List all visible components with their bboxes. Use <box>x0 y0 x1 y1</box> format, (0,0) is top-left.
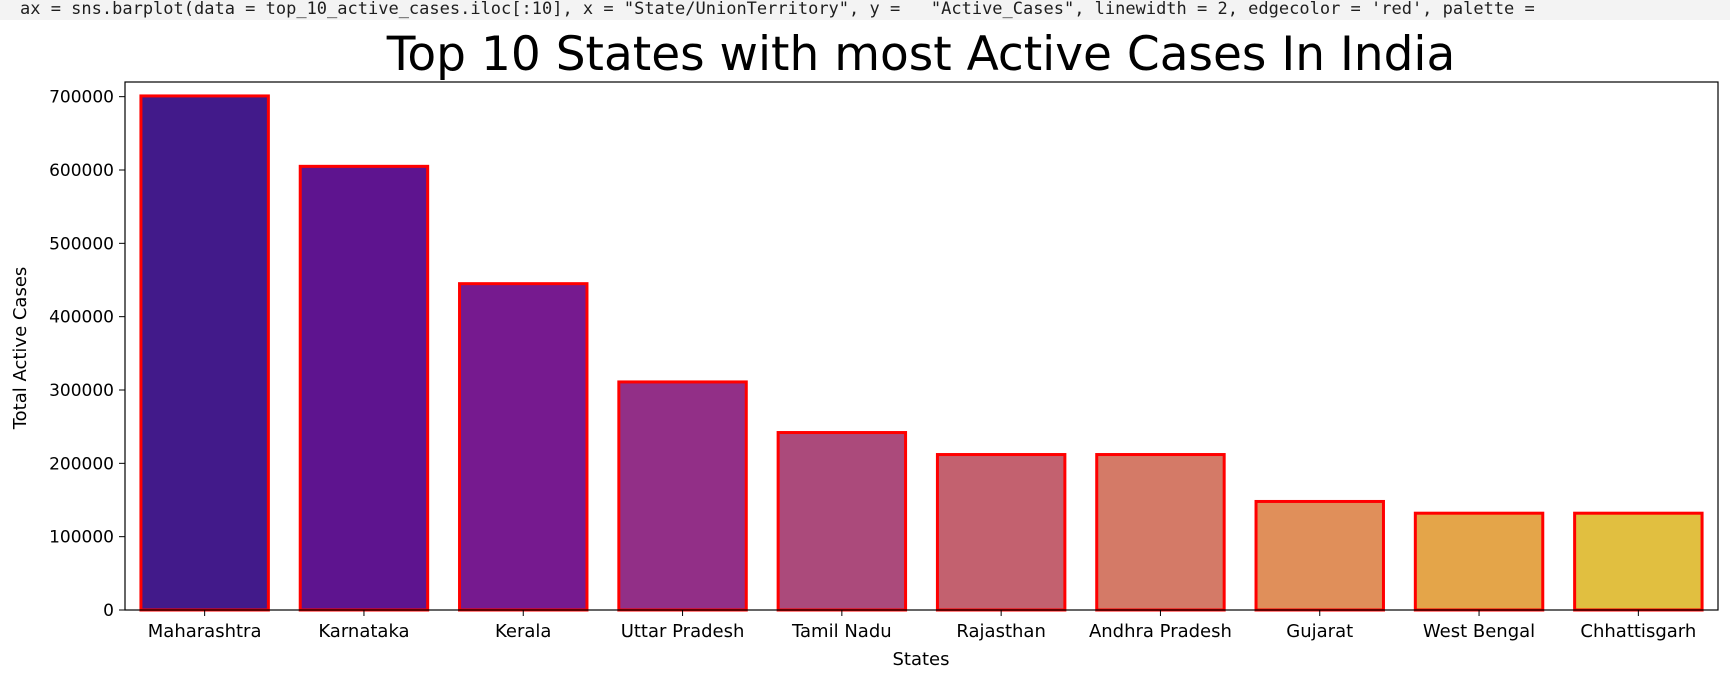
bar <box>776 431 908 612</box>
y-tick-label: 500000 <box>49 234 114 254</box>
bar-chart: Top 10 States with most Active Cases In … <box>10 27 1719 670</box>
bar <box>1573 511 1704 612</box>
y-tick-label: 600000 <box>49 161 114 181</box>
bar <box>139 94 270 612</box>
plot-frame <box>124 81 1719 611</box>
y-tick-label: 400000 <box>49 308 114 328</box>
x-axis-label: States <box>892 649 949 670</box>
y-tick-label: 200000 <box>49 454 114 474</box>
y-tick-label: 300000 <box>49 381 114 401</box>
y-axis-label: Total Active Cases <box>10 267 31 431</box>
x-tick-label: Andhra Pradesh <box>1089 621 1232 642</box>
bar <box>298 164 430 612</box>
y-tick-label: 700000 <box>49 88 114 108</box>
x-tick-label: Gujarat <box>1286 621 1353 642</box>
x-tick-label: Uttar Pradesh <box>621 621 745 642</box>
y-tick-label: 0 <box>103 601 114 621</box>
bar <box>1413 511 1545 612</box>
x-tick-label: Tamil Nadu <box>791 621 892 642</box>
x-tick-label: Rajasthan <box>956 621 1045 642</box>
y-tick-label: 100000 <box>49 528 114 548</box>
x-tick-label: Kerala <box>495 621 551 642</box>
bar <box>1254 499 1385 612</box>
bar <box>1095 453 1226 612</box>
bar <box>935 453 1067 612</box>
bar <box>617 380 748 612</box>
x-tick-label: West Bengal <box>1423 621 1535 642</box>
x-tick-label: Karnataka <box>318 621 409 642</box>
x-tick-label: Chhattisgarh <box>1580 621 1696 642</box>
bar <box>458 282 589 612</box>
chart-title: Top 10 States with most Active Cases In … <box>386 27 1456 82</box>
x-tick-label: Maharashtra <box>148 621 262 642</box>
code-line: ax = sns.barplot(data = top_10_active_ca… <box>0 0 1730 20</box>
